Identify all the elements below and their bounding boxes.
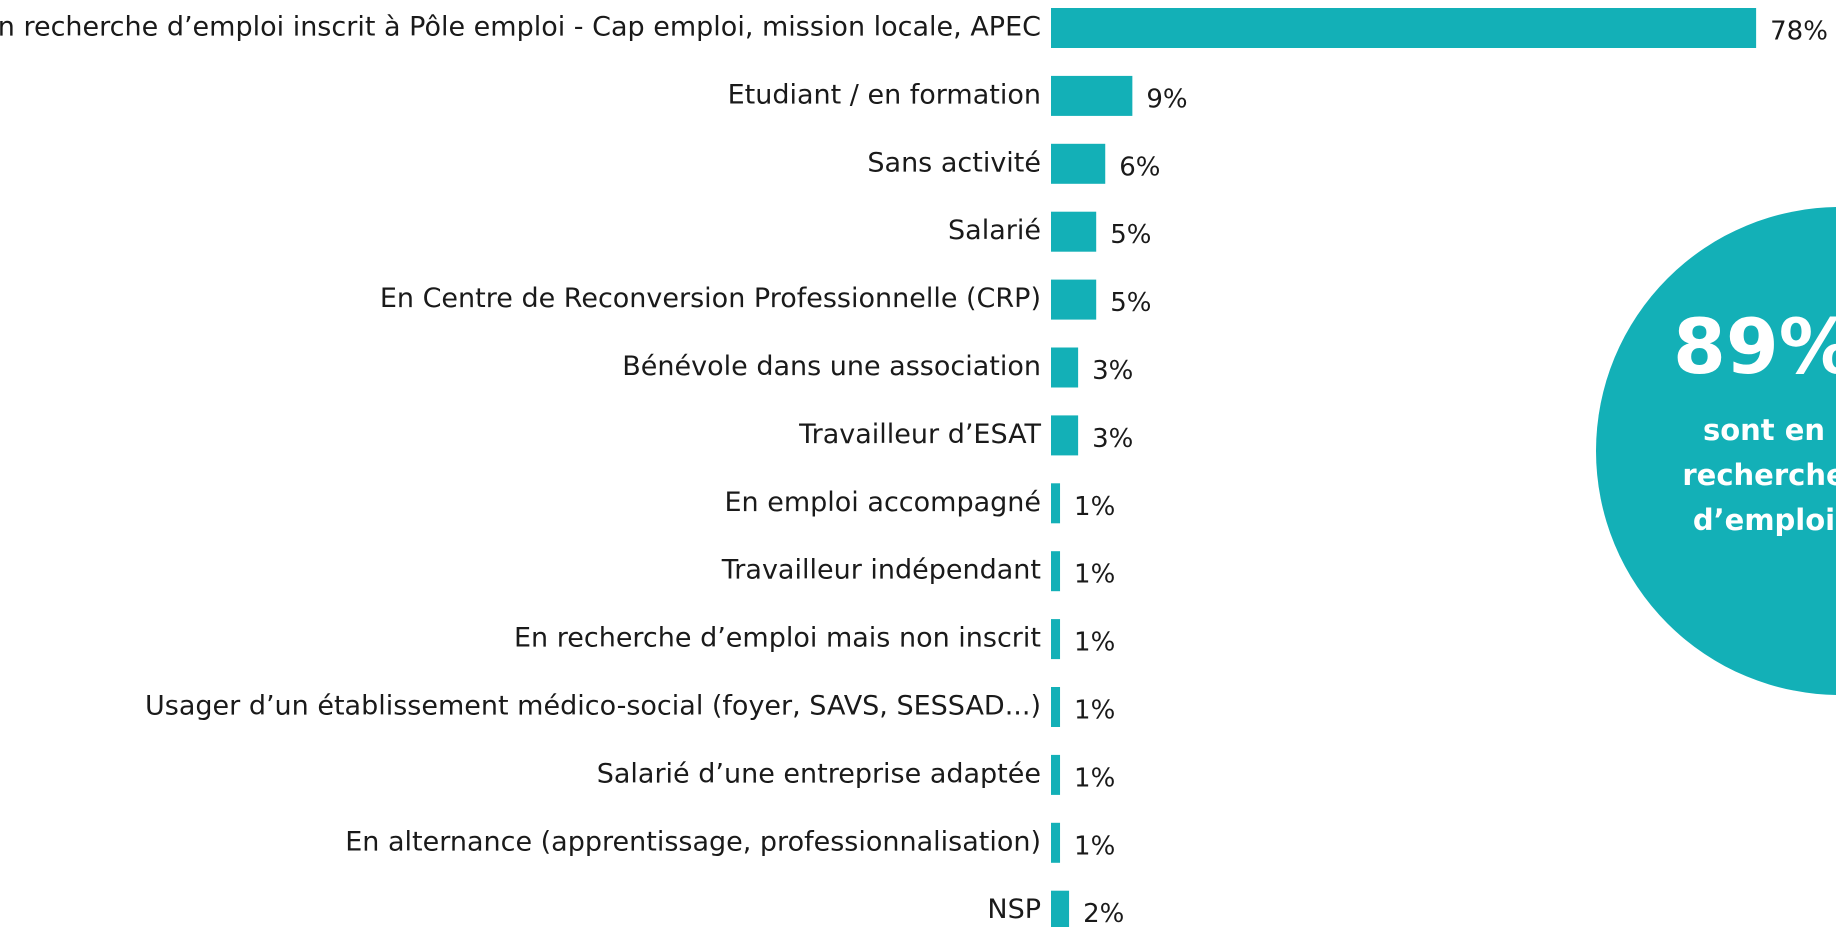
value-label: 5%	[1110, 288, 1151, 318]
category-label: En recherche d’emploi mais non inscrit	[514, 623, 1041, 654]
category-label: Salarié d’une entreprise adaptée	[597, 758, 1041, 789]
bar	[1051, 619, 1061, 660]
category-label: Travailleur indépendant	[721, 555, 1041, 586]
category-label: Salarié	[948, 215, 1041, 246]
category-label: Travailleur d’ESAT	[798, 419, 1041, 450]
bar	[1051, 890, 1070, 927]
category-label: NSP	[987, 894, 1041, 925]
value-label: 1%	[1074, 831, 1115, 861]
value-label: 1%	[1074, 560, 1115, 590]
value-label: 3%	[1092, 356, 1133, 386]
bar	[1051, 483, 1061, 524]
bar	[1051, 687, 1061, 727]
annotation-text: recherche	[1682, 458, 1836, 492]
bar	[1051, 75, 1133, 116]
bar	[1051, 347, 1079, 388]
annotation-circle	[1596, 207, 1836, 695]
bar	[1051, 8, 1757, 48]
bar	[1051, 279, 1097, 320]
value-label: 1%	[1074, 628, 1115, 658]
annotation-text: sont en	[1703, 413, 1825, 447]
value-label: 2%	[1083, 899, 1124, 927]
category-label: Etudiant / en formation	[728, 79, 1041, 110]
value-label: 3%	[1092, 424, 1133, 454]
annotation-text: d’emploi	[1693, 503, 1835, 537]
bar	[1051, 143, 1106, 184]
bar	[1051, 822, 1061, 863]
value-label: 78%	[1770, 17, 1828, 47]
value-label: 9%	[1146, 84, 1187, 114]
bar	[1051, 415, 1079, 456]
value-label: 6%	[1119, 152, 1160, 182]
value-label: 5%	[1110, 220, 1151, 250]
category-label: En Centre de Reconversion Professionnell…	[380, 283, 1041, 314]
category-label: Bénévole dans une association	[622, 351, 1041, 382]
category-label: Sans activité	[867, 147, 1041, 178]
value-label: 1%	[1074, 763, 1115, 793]
value-label: 1%	[1074, 492, 1115, 522]
category-label: En alternance (apprentissage, profession…	[345, 826, 1041, 857]
category-label: En emploi accompagné	[724, 487, 1041, 518]
category-label: Usager d’un établissement médico-social …	[145, 691, 1041, 722]
value-label: 1%	[1074, 696, 1115, 726]
bar	[1051, 551, 1061, 592]
category-label: En recherche d’emploi inscrit à Pôle emp…	[0, 12, 1041, 43]
bar	[1051, 754, 1061, 795]
bar	[1051, 211, 1097, 252]
annotation-big: 89%	[1673, 302, 1836, 391]
